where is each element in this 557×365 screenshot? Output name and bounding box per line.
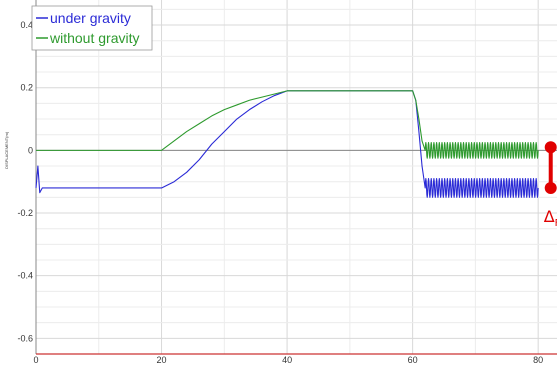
tick-labels: 0 20 40 60 80 -0.6 -0.4 -0.2 0 0.2 0.4 (17, 20, 543, 365)
delta-label: ΔF (544, 207, 557, 229)
y-tick-label: -0.6 (17, 333, 33, 343)
series-lines (35, 90, 539, 198)
legend: under gravity without gravity (31, 5, 153, 51)
x-tick-label: 20 (157, 355, 167, 365)
y-tick-label: -0.4 (17, 271, 33, 281)
y-tick-label: 0 (28, 145, 33, 155)
y-tick-label: 0.2 (20, 83, 33, 93)
legend-box (31, 5, 153, 51)
y-tick-label: 0.4 (20, 20, 33, 30)
x-tick-label: 0 (33, 355, 38, 365)
delta-subscript: F (555, 218, 557, 229)
delta-marker-bottom (544, 181, 557, 194)
x-tick-label: 80 (533, 355, 543, 365)
legend-entry-without-gravity: without gravity (49, 30, 139, 46)
delta-marker-top (544, 141, 557, 154)
y-axis-label: DISPLACEMENT(m) (4, 131, 9, 169)
y-tick-label: -0.2 (17, 208, 33, 218)
series-line-without-gravity (36, 90, 539, 159)
legend-entry-under-gravity: under gravity (50, 10, 131, 26)
x-tick-label: 40 (282, 355, 292, 365)
x-tick-label: 60 (408, 355, 418, 365)
series-line-under-gravity (35, 90, 539, 198)
delta-annotation: ΔF (544, 141, 557, 229)
